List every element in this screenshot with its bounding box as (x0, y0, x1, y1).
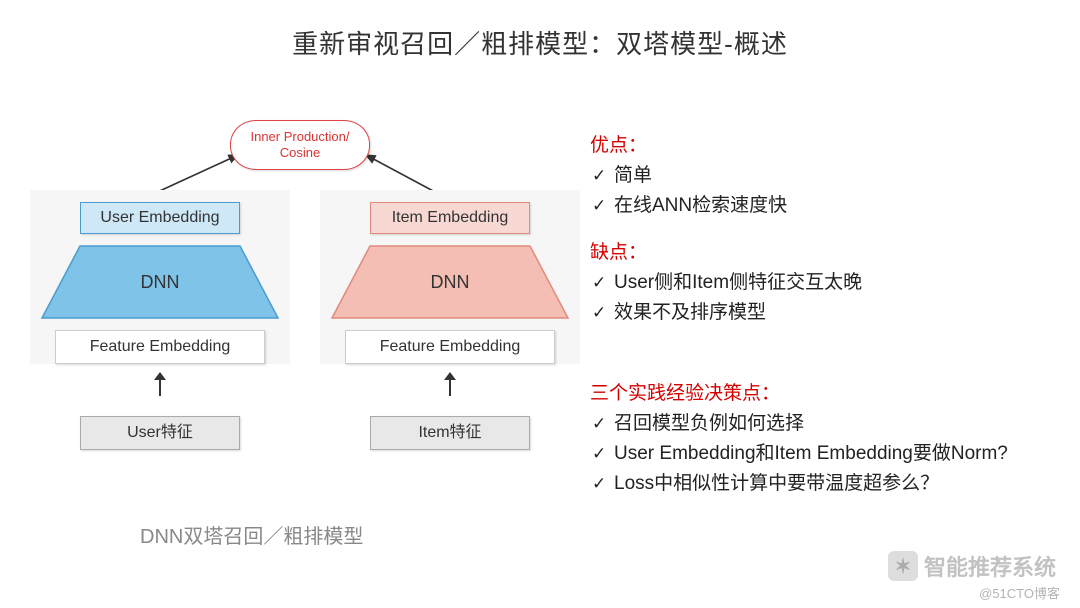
item-panel: Item Embedding DNN Feature Embedding (320, 190, 580, 364)
similarity-line2: Cosine (231, 145, 369, 161)
watermark: ✶ 智能推荐系统 (888, 550, 1056, 582)
list-item: 召回模型负例如何选择 (590, 409, 1060, 439)
points-list: 召回模型负例如何选择 User Embedding和Item Embedding… (590, 409, 1060, 499)
item-dnn-trapezoid: DNN (320, 240, 580, 324)
cons-title: 缺点： (590, 237, 1060, 264)
item-tower: Item Embedding DNN Feature Embedding Ite… (320, 190, 580, 456)
arrow-up-icon (440, 370, 460, 398)
text-column: 优点： 简单 在线ANN检索速度快 缺点： User侧和Item侧特征交互太晚 … (590, 130, 1060, 521)
list-item: 效果不及排序模型 (590, 298, 1060, 328)
user-dnn-label: DNN (30, 240, 290, 324)
two-tower-diagram: Inner Production/ Cosine User Embedding … (20, 100, 580, 520)
page-title: 重新审视召回／粗排模型：双塔模型-概述 (0, 24, 1080, 61)
pros-list: 简单 在线ANN检索速度快 (590, 161, 1060, 221)
cons-list: User侧和Item侧特征交互太晚 效果不及排序模型 (590, 268, 1060, 328)
user-tower: User Embedding DNN Feature Embedding Use… (30, 190, 290, 456)
similarity-line1: Inner Production/ (231, 129, 369, 145)
similarity-node: Inner Production/ Cosine (230, 120, 370, 170)
arrow-up-icon (150, 370, 170, 398)
list-item: Loss中相似性计算中要带温度超参么？ (590, 469, 1060, 499)
user-panel: User Embedding DNN Feature Embedding (30, 190, 290, 364)
item-embedding-box: Item Embedding (370, 202, 530, 234)
item-feature-input-box: Item特征 (370, 416, 530, 450)
item-feature-embedding-box: Feature Embedding (345, 330, 555, 364)
list-item: User Embedding和Item Embedding要做Norm? (590, 439, 1060, 469)
user-feature-embedding-box: Feature Embedding (55, 330, 265, 364)
points-title: 三个实践经验决策点： (590, 378, 1060, 405)
list-item: 简单 (590, 161, 1060, 191)
watermark-text: 智能推荐系统 (924, 550, 1056, 582)
list-item: User侧和Item侧特征交互太晚 (590, 268, 1060, 298)
user-embedding-box: User Embedding (80, 202, 240, 234)
footer-text: @51CTO博客 (979, 583, 1060, 602)
diagram-caption: DNN双塔召回／粗排模型 (140, 520, 363, 549)
pros-title: 优点： (590, 130, 1060, 157)
item-dnn-label: DNN (320, 240, 580, 324)
wechat-icon: ✶ (888, 551, 918, 581)
list-item: 在线ANN检索速度快 (590, 191, 1060, 221)
user-dnn-trapezoid: DNN (30, 240, 290, 324)
user-feature-input-box: User特征 (80, 416, 240, 450)
